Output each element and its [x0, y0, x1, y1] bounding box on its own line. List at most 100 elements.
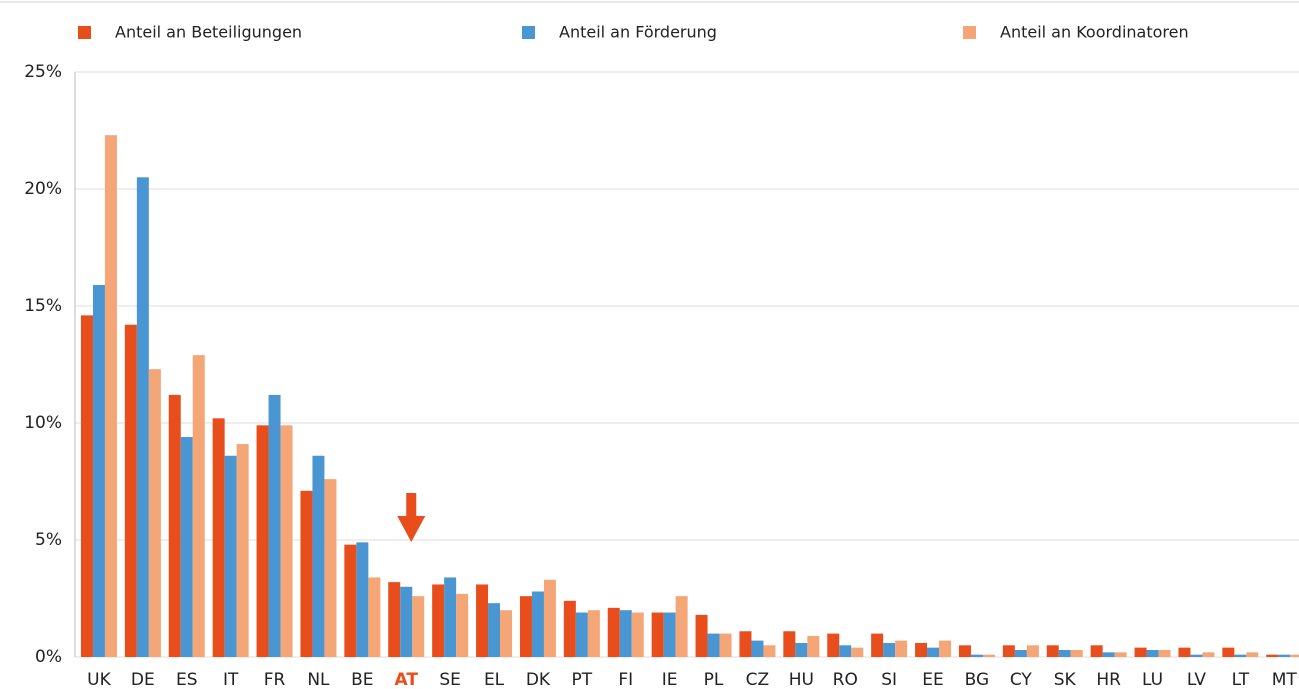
- y-tick-label: 10%: [24, 413, 62, 433]
- bar: [1266, 654, 1279, 657]
- bar: [871, 633, 884, 657]
- bar: [256, 425, 269, 657]
- x-tick-label: LV: [1187, 670, 1207, 689]
- bar: [1278, 654, 1291, 657]
- bar: [631, 612, 644, 657]
- bar: [488, 603, 501, 657]
- bar: [1134, 647, 1147, 657]
- bar: [432, 584, 445, 657]
- bar: [675, 596, 688, 657]
- x-tick-label: IT: [223, 670, 239, 689]
- bar: [476, 584, 489, 657]
- x-tick-label: DK: [526, 670, 551, 689]
- bar: [1202, 652, 1215, 657]
- bar: [1002, 645, 1015, 657]
- bar: [412, 596, 425, 657]
- bar: [807, 635, 820, 657]
- bar: [1190, 654, 1203, 657]
- bar: [192, 355, 205, 657]
- bar: [543, 579, 556, 657]
- bar: [1046, 645, 1059, 657]
- bar: [1070, 649, 1083, 657]
- x-tick-label: NL: [307, 670, 330, 689]
- x-tick-label: SE: [439, 670, 461, 689]
- x-tick-label: FI: [618, 670, 633, 689]
- bar: [739, 631, 752, 657]
- legend-swatch: [522, 26, 535, 39]
- bar: [1014, 649, 1027, 657]
- x-tick-label: PL: [704, 670, 724, 689]
- bar: [531, 591, 544, 657]
- legend-swatch: [78, 26, 91, 39]
- legend-label: Anteil an Koordinatoren: [1000, 23, 1189, 42]
- bar: [124, 324, 137, 657]
- bar: [895, 640, 908, 657]
- bar: [751, 640, 764, 657]
- bar: [456, 593, 469, 657]
- x-tick-label: BE: [351, 670, 373, 689]
- bar: [1246, 652, 1259, 657]
- legend-swatch: [963, 26, 976, 39]
- bar: [368, 577, 381, 657]
- x-tick-label: IE: [662, 670, 678, 689]
- bar: [212, 418, 225, 657]
- x-tick-label: UK: [87, 670, 111, 689]
- bar: [763, 645, 776, 657]
- bar: [695, 614, 708, 657]
- x-tick-label: LU: [1142, 670, 1163, 689]
- bar: [851, 647, 864, 657]
- bar: [563, 600, 576, 657]
- x-tick-label: EE: [922, 670, 943, 689]
- x-tick-label: PT: [572, 670, 593, 689]
- bar: [1026, 645, 1039, 657]
- bar: [839, 645, 852, 657]
- x-tick-label: SK: [1054, 670, 1077, 689]
- bar: [268, 394, 281, 657]
- bar: [939, 640, 952, 657]
- bar: [1234, 654, 1247, 657]
- bar: [300, 490, 313, 657]
- bar: [388, 582, 401, 657]
- bar: [324, 479, 337, 657]
- x-tick-label: SI: [881, 670, 897, 689]
- bar: [224, 455, 237, 657]
- bar: [707, 633, 720, 657]
- x-tick-label: AT: [395, 670, 419, 689]
- bar: [180, 437, 193, 657]
- y-tick-label: 0%: [35, 647, 62, 667]
- bar: [663, 612, 676, 657]
- x-tick-label: DE: [131, 670, 155, 689]
- bar: [1114, 652, 1127, 657]
- x-tick-label: EL: [484, 670, 505, 689]
- bar: [344, 544, 357, 657]
- bar: [104, 135, 117, 657]
- x-tick-label: FR: [264, 670, 286, 689]
- x-tick-label: MT: [1272, 670, 1298, 689]
- x-tick-label: CY: [1010, 670, 1033, 689]
- bar: [148, 369, 161, 657]
- bar: [1058, 649, 1071, 657]
- bar: [883, 642, 896, 657]
- bar: [1158, 649, 1171, 657]
- bar: [236, 444, 249, 657]
- x-tick-label: RO: [833, 670, 858, 689]
- x-tick-label: HR: [1096, 670, 1121, 689]
- y-tick-label: 25%: [24, 62, 62, 82]
- x-tick-label: ES: [176, 670, 198, 689]
- bar: [719, 633, 732, 657]
- bar: [400, 586, 413, 657]
- bar: [1178, 647, 1191, 657]
- bar: [1090, 645, 1103, 657]
- bar: [607, 607, 620, 657]
- bar: [500, 610, 513, 657]
- highlight-arrow: [397, 493, 426, 542]
- bar: [958, 645, 971, 657]
- bar: [168, 394, 181, 657]
- bar: [312, 455, 325, 657]
- bar: [619, 610, 632, 657]
- legend-label: Anteil an Förderung: [559, 23, 717, 42]
- bar: [136, 177, 149, 658]
- bar: [444, 577, 457, 657]
- x-tick-label: CZ: [746, 670, 770, 689]
